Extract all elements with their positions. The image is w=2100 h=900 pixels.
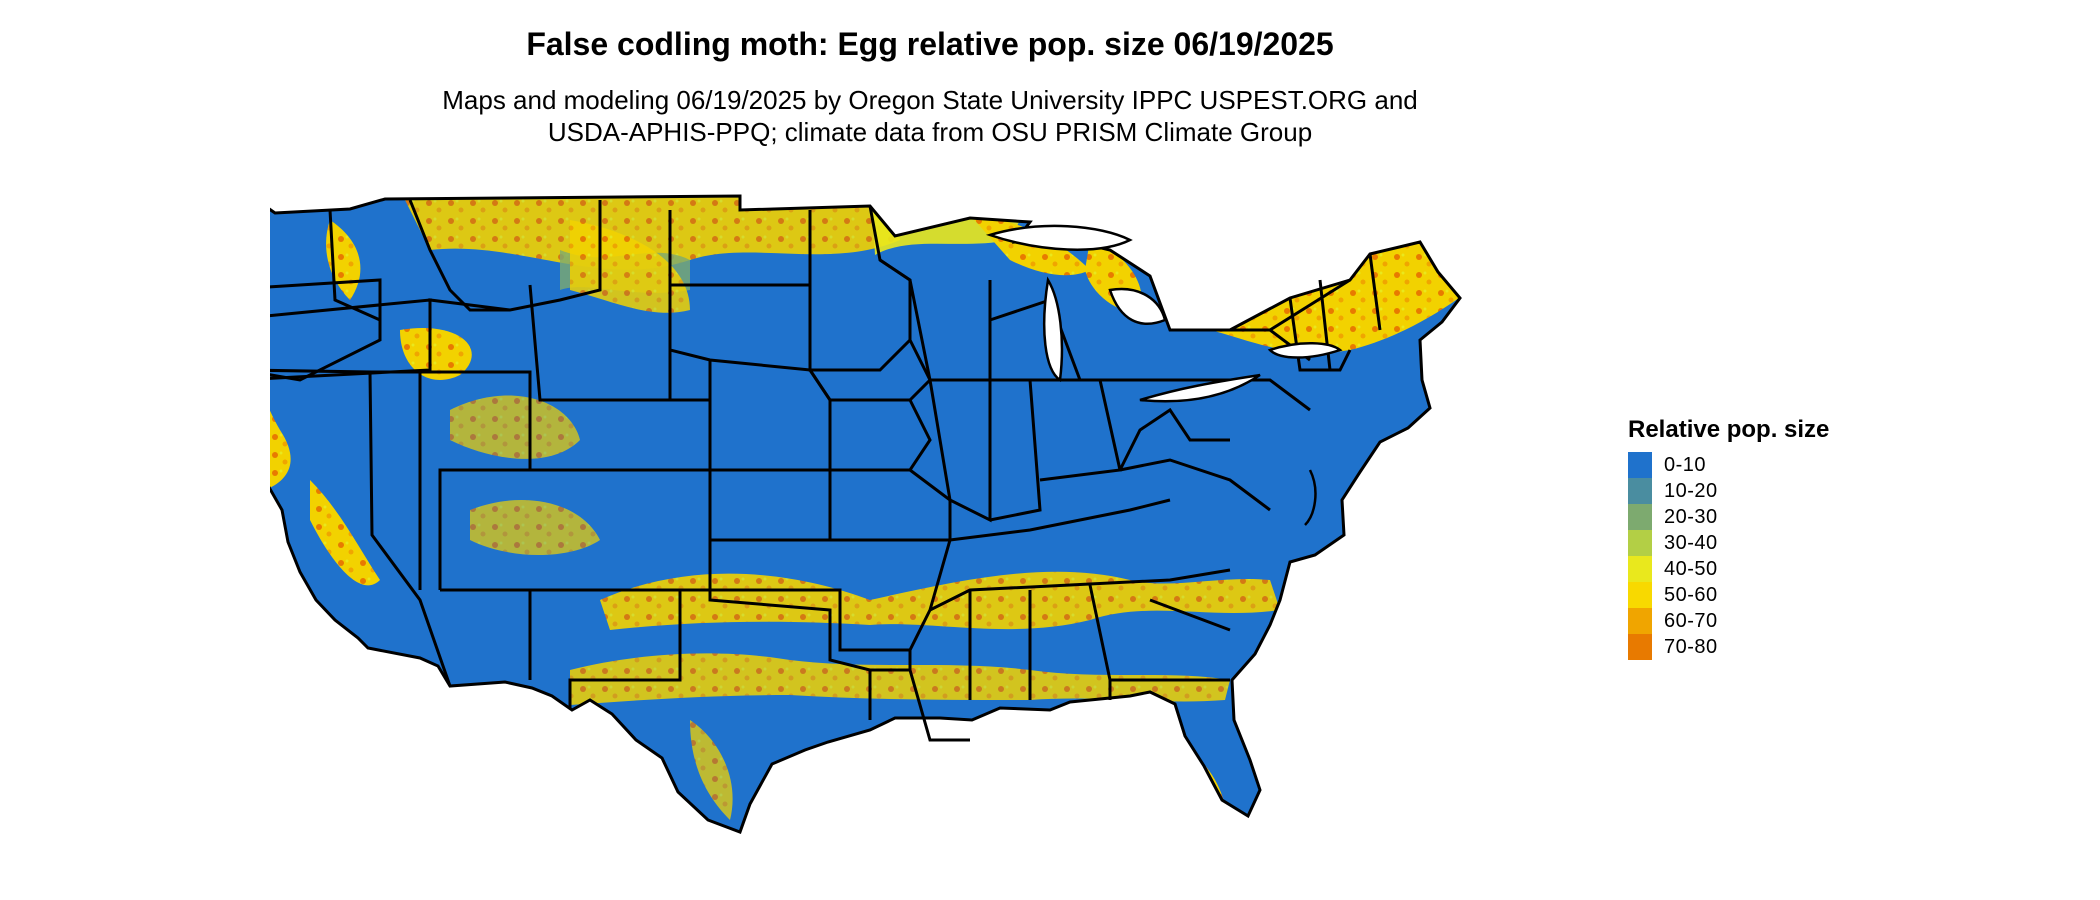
legend-swatch xyxy=(1628,530,1652,556)
legend-title: Relative pop. size xyxy=(1628,416,1830,443)
legend-swatch xyxy=(1628,582,1652,608)
legend-item: 30-40 xyxy=(1628,530,1829,556)
legend-swatch xyxy=(1628,452,1652,478)
legend-item: 50-60 xyxy=(1628,582,1829,608)
legend-item: 20-30 xyxy=(1628,504,1829,530)
legend-label: 50-60 xyxy=(1664,583,1718,606)
legend-label: 40-50 xyxy=(1664,557,1718,580)
legend-label: 30-40 xyxy=(1664,531,1718,554)
legend-item: 40-50 xyxy=(1628,556,1829,582)
legend-swatch xyxy=(1628,478,1652,504)
legend-swatch xyxy=(1628,634,1652,660)
legend-item: 70-80 xyxy=(1628,634,1829,660)
legend-items: 0-10 10-20 20-30 30-40 40-50 50-60 60-70 70-80 xyxy=(1628,452,1829,660)
legend-label: 70-80 xyxy=(1664,635,1718,658)
legend-item: 60-70 xyxy=(1628,608,1829,634)
subtitle-line-1: Maps and modeling 06/19/2025 by Oregon S… xyxy=(442,85,1418,115)
legend-swatch xyxy=(1628,504,1652,530)
relative-pop-raster xyxy=(270,180,1460,832)
legend-label: 60-70 xyxy=(1664,609,1718,632)
subtitle-line-2: USDA-APHIS-PPQ; climate data from OSU PR… xyxy=(547,117,1313,147)
legend-item: 10-20 xyxy=(1628,478,1829,504)
legend-label: 0-10 xyxy=(1664,453,1707,476)
map-title: False codling moth: Egg relative pop. si… xyxy=(526,26,1334,62)
great-lakes xyxy=(985,224,1343,403)
legend-swatch xyxy=(1628,608,1652,634)
legend: Relative pop. size 0-10 10-20 20-30 30-40 40… xyxy=(1628,416,1829,660)
legend-label: 10-20 xyxy=(1664,479,1718,502)
state-borders xyxy=(270,194,1462,834)
legend-item: 0-10 xyxy=(1628,452,1829,478)
chesapeake-bay xyxy=(1304,469,1317,526)
legend-label: 20-30 xyxy=(1664,505,1718,528)
us-map xyxy=(270,180,1462,834)
map-subtitle: Maps and modeling 06/19/2025 by Oregon S… xyxy=(380,84,1480,148)
legend-swatch xyxy=(1628,556,1652,582)
